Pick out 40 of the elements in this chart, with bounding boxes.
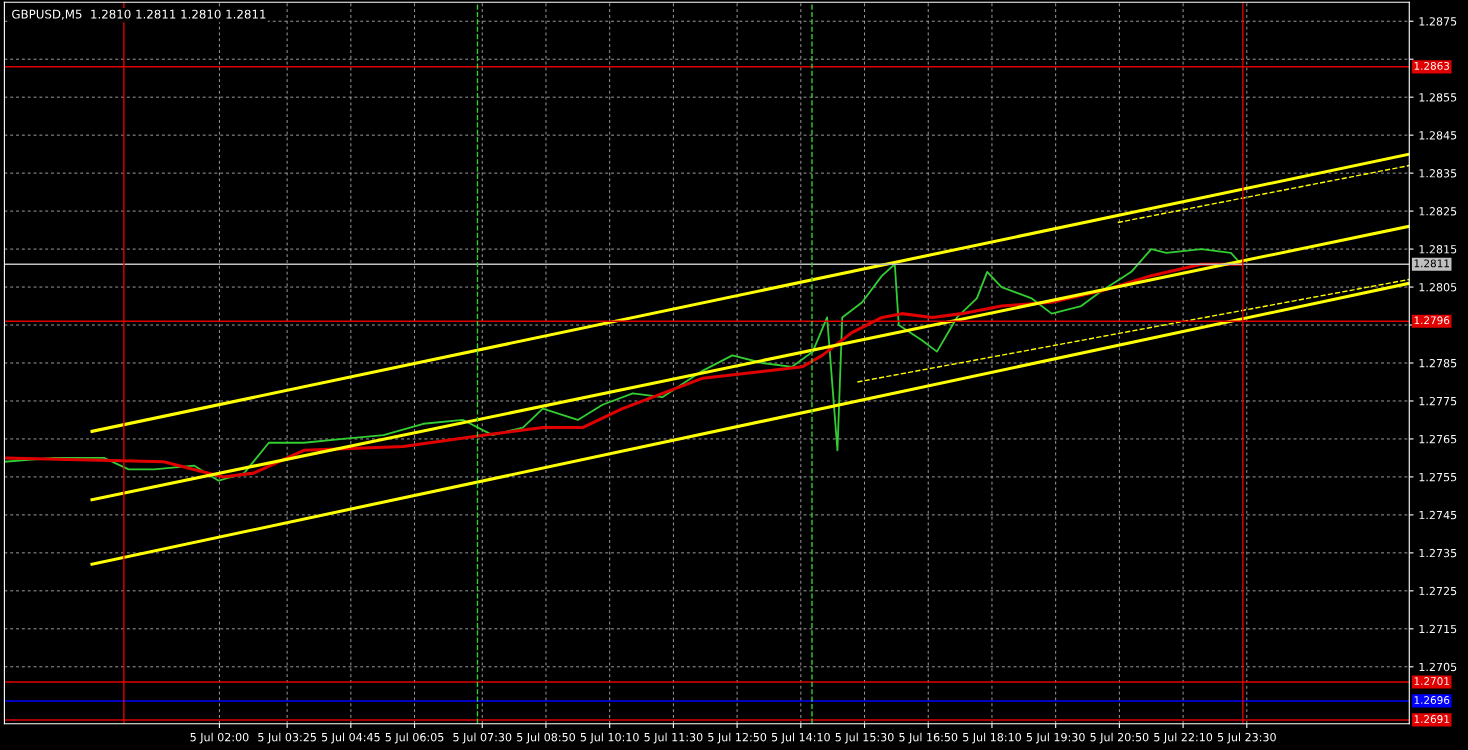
x-tick-label: 5 Jul 08:50 (517, 732, 576, 744)
ref-line-label: 1.2696 (1414, 696, 1450, 704)
x-tick-label: 5 Jul 23:30 (1217, 732, 1276, 744)
ref-line-label: 1.2863 (1414, 61, 1450, 70)
x-tick-label: 5 Jul 02:00 (190, 732, 249, 744)
x-tick-label: 5 Jul 16:50 (899, 732, 958, 744)
x-tick-label: 5 Jul 20:50 (1090, 732, 1149, 744)
x-tick-label: 5 Jul 11:30 (644, 732, 703, 744)
ref-line-label: 1.2701 (1414, 677, 1449, 685)
y-tick-label: 1.2715 (1419, 624, 1457, 634)
ref-line-label: 1.2691 (1414, 715, 1449, 723)
y-tick-label: 1.2745 (1419, 510, 1457, 520)
x-tick-label: 5 Jul 15:30 (835, 732, 894, 744)
y-tick-label: 1.2855 (1419, 93, 1457, 102)
x-tick-label: 5 Jul 19:30 (1026, 732, 1085, 744)
y-tick-label: 1.2725 (1419, 586, 1457, 596)
y-tick-label: 1.2785 (1419, 358, 1457, 368)
x-tick-label: 5 Jul 12:50 (708, 732, 767, 744)
x-tick-label: 5 Jul 10:10 (580, 732, 639, 744)
x-tick-label: 5 Jul 18:10 (963, 732, 1021, 744)
y-tick-label: 1.2825 (1419, 207, 1457, 216)
y-tick-label: 1.2705 (1419, 662, 1457, 672)
x-tick-label: 5 Jul 06:05 (385, 732, 444, 744)
x-tick-label: 5 Jul 14:10 (771, 732, 830, 744)
y-tick-label: 1.2815 (1419, 245, 1457, 254)
x-tick-label: 5 Jul 03:25 (258, 732, 316, 744)
y-tick-label: 1.2755 (1419, 472, 1457, 482)
y-tick-label: 1.2875 (1419, 17, 1457, 26)
text: GBPUSD,M5 1.2810 1.2811 1.2810 1.2811 (12, 9, 266, 20)
x-tick-label: 5 Jul 22:10 (1154, 732, 1213, 744)
x-tick-label: 5 Jul 07:30 (453, 732, 512, 744)
y-tick-label: 1.2835 (1419, 169, 1457, 178)
y-tick-label: 1.2735 (1419, 548, 1457, 558)
y-tick-label: 1.2775 (1419, 396, 1457, 406)
y-tick-label: 1.2805 (1419, 283, 1457, 292)
ref-line-label: 1.2796 (1414, 316, 1450, 325)
y-tick-label: 1.2765 (1419, 434, 1457, 444)
ref-line-label: 1.2811 (1414, 259, 1449, 268)
x-tick-label: 5 Jul 04:45 (321, 732, 380, 744)
y-tick-label: 1.2845 (1419, 131, 1457, 140)
